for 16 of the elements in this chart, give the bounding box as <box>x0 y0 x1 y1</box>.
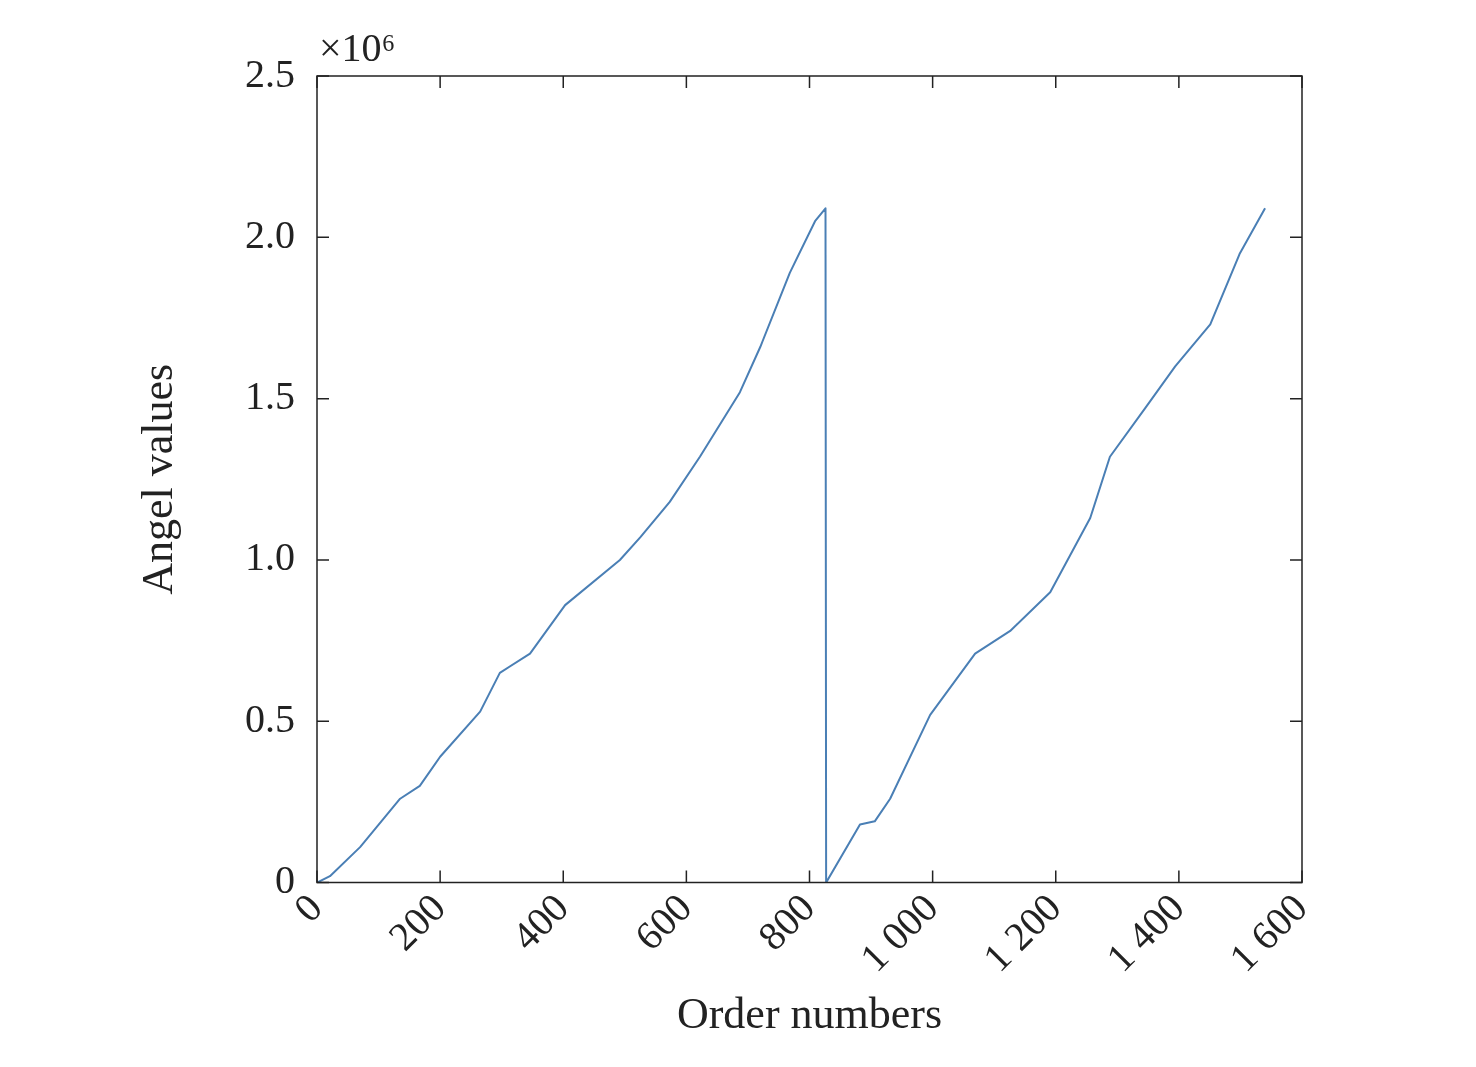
y-tick-label: 1.0 <box>245 534 295 580</box>
x-tick-label: 1 000 <box>850 884 947 981</box>
x-axis-title: Order numbers <box>676 989 943 1039</box>
y-tick-label: 0.5 <box>245 695 295 741</box>
x-tick-label: 600 <box>625 884 701 959</box>
text: ×10⁶ <box>319 24 396 70</box>
x-tick-label: 800 <box>749 884 824 959</box>
y-tick-label: 2.5 <box>245 50 295 96</box>
x-tick-label: 200 <box>379 884 454 959</box>
x-tick-label: 1 600 <box>1220 884 1316 981</box>
y-tick-label: 2.0 <box>245 211 295 257</box>
x-tick-label: 400 <box>502 884 578 959</box>
x-tick-label: 1 400 <box>1097 884 1193 981</box>
y-tick-label: 1.5 <box>245 373 295 419</box>
y-axis-title: Angel values <box>132 363 182 595</box>
x-tick-label: 1 200 <box>974 884 1070 981</box>
